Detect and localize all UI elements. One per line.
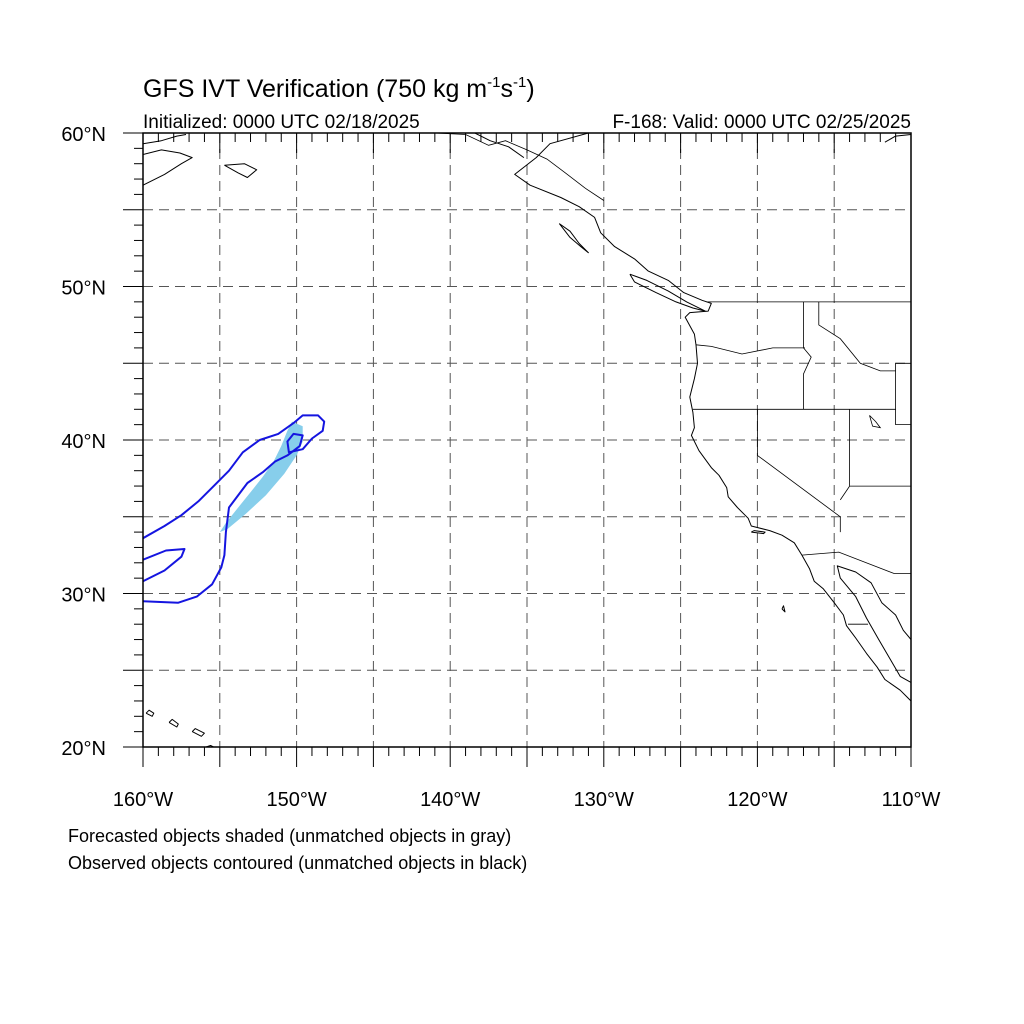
map-geography (143, 133, 911, 747)
lon-label: 140°W (420, 789, 480, 811)
kodiak-island (224, 163, 258, 178)
valid-time-label: F-168: Valid: 0000 UTC 02/25/2025 (612, 112, 911, 133)
oahu (168, 718, 179, 728)
kauai (145, 709, 155, 717)
map-title: GFS IVT Verification (750 kg m-1s-1) (143, 74, 535, 103)
lat-label: 30°N (61, 585, 106, 607)
vancouver-island (629, 273, 706, 312)
alaska-coast-west (143, 149, 193, 186)
channel-islands (751, 530, 766, 535)
observed-object-contour (143, 414, 326, 604)
observed-legend-note: Observed objects contoured (unmatched ob… (68, 853, 528, 873)
north-america-coast (514, 133, 911, 702)
lat-label: 20°N (61, 738, 106, 760)
nevada-utah (839, 409, 850, 501)
lon-label: 130°W (574, 789, 634, 811)
forecast-object-shaded (219, 421, 303, 533)
lon-label: 110°W (882, 789, 941, 811)
baja-gulf-coast (836, 565, 911, 683)
lat-label: 40°N (61, 431, 106, 453)
us-mexico-border (801, 551, 911, 574)
california-nevada (757, 409, 841, 533)
axis-ticks (123, 132, 912, 767)
lon-label: 160°W (113, 789, 173, 811)
washington-oregon (695, 344, 805, 355)
alaska-coast-nw (143, 134, 187, 145)
lon-label: 120°W (727, 789, 787, 811)
axis-labels: 160°W 150°W 140°W 130°W 120°W 110°W 20°N 30°N 40… (61, 124, 940, 811)
montana-idaho (818, 301, 896, 372)
observed-object-contour-arm (143, 548, 186, 583)
lat-label: 60°N (61, 124, 106, 146)
init-time-label: Initialized: 0000 UTC 02/18/2025 (143, 112, 420, 133)
ivt-objects (143, 414, 326, 604)
great-salt-lake (869, 415, 882, 429)
maui (191, 728, 205, 737)
idaho-west (803, 301, 812, 410)
big-island (205, 745, 215, 747)
guadalupe-island (781, 605, 786, 613)
lat-label: 50°N (61, 278, 106, 300)
forecast-legend-note: Forecasted objects shaded (unmatched obj… (68, 826, 512, 846)
lon-label: 150°W (266, 789, 326, 811)
alaska-panhandle-north (474, 133, 525, 159)
wyoming-box (895, 362, 911, 426)
alaska-canada-border (434, 133, 605, 201)
haida-gwaii (558, 223, 589, 254)
hudson-bay-edge (884, 134, 911, 143)
